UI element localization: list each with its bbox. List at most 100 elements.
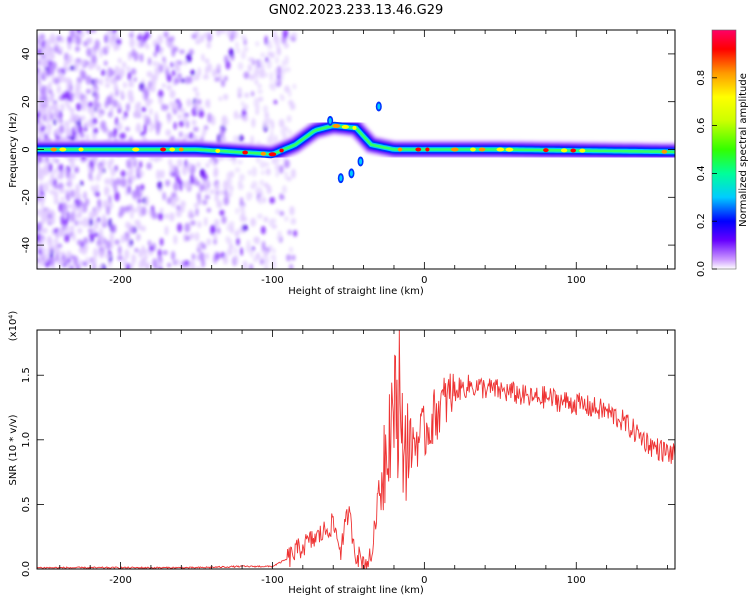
ridge-hotspot xyxy=(570,148,576,153)
heatmap-noise-cell xyxy=(225,118,229,126)
ridge-hotspot xyxy=(78,147,84,152)
heatmap-noise-cell xyxy=(270,119,275,130)
heatmap-noise-cell xyxy=(175,175,181,183)
heatmap-noise-cell xyxy=(284,85,290,93)
heatmap-noise-cell xyxy=(272,248,276,254)
heatmap-noise-cell xyxy=(253,236,260,244)
heatmap-noise-cell xyxy=(57,67,63,74)
heatmap-noise-cell xyxy=(202,199,208,206)
heatmap-noise-cell xyxy=(41,157,46,164)
heatmap-noise-cell xyxy=(203,32,209,38)
heatmap-noise-cell xyxy=(75,114,79,122)
heatmap-noise-cell xyxy=(74,46,81,52)
heatmap-noise-cell xyxy=(134,247,139,253)
heatmap-noise-cell xyxy=(162,250,169,256)
heatmap-noise-cell xyxy=(169,101,175,107)
heatmap-noise-cell xyxy=(59,46,64,52)
heatmap-noise-cell xyxy=(56,35,62,42)
heatmap-noise-cell xyxy=(164,104,169,110)
heatmap-noise-cell xyxy=(105,70,110,76)
heatmap-noise-cell xyxy=(46,123,53,131)
heatmap-noise-cell xyxy=(192,134,199,142)
heatmap-noise-cell xyxy=(189,232,195,240)
heatmap-noise-cell xyxy=(152,212,158,220)
heatmap-noise-cell xyxy=(140,39,144,48)
heatmap-noise-cell xyxy=(41,53,46,60)
heatmap-noise-cell xyxy=(48,162,53,173)
heatmap-noise-cell xyxy=(111,224,117,234)
heatmap-noise-cell xyxy=(47,237,53,248)
heatmap-noise-cell xyxy=(117,245,122,255)
heatmap-noise-cell xyxy=(177,114,182,120)
heatmap-noise-cell xyxy=(80,115,86,122)
heatmap-noise-cell xyxy=(192,87,198,92)
heatmap-noise-cell xyxy=(94,90,98,100)
heatmap-noise-cell xyxy=(222,254,229,265)
y-tick-label: 0 xyxy=(21,146,32,152)
heatmap-noise-cell xyxy=(110,36,115,47)
heatmap-noise-cell xyxy=(87,37,93,45)
heatmap-noise-cell xyxy=(158,89,164,99)
heatmap-noise-cell xyxy=(225,60,231,70)
heatmap-noise-cell xyxy=(98,265,104,269)
heatmap-noise-cell xyxy=(126,66,131,71)
heatmap-noise-cell xyxy=(104,34,108,44)
heatmap-noise-cell xyxy=(103,60,108,66)
heatmap-noise-cell xyxy=(64,97,69,107)
heatmap-noise-cell xyxy=(264,115,270,126)
heatmap-noise-cell xyxy=(263,256,270,265)
heatmap-noise-cell xyxy=(67,94,71,102)
heatmap-noise-cell xyxy=(125,126,130,132)
bottom-axes: -200 -100 0 100 0.0 0.5 1.0 1.5 xyxy=(21,330,675,586)
ridge-hotspot xyxy=(279,148,284,153)
heatmap-noise-cell xyxy=(120,177,127,188)
heatmap-noise-cell xyxy=(287,176,292,182)
heatmap-noise xyxy=(37,30,298,269)
heatmap-noise-cell xyxy=(247,169,252,176)
ridge-hotspot xyxy=(505,147,514,152)
ridge-hotspot xyxy=(341,124,349,129)
heatmap-noise-cell xyxy=(143,123,147,134)
heatmap-noise-cell xyxy=(108,131,113,139)
heatmap-noise-cell xyxy=(68,107,75,113)
ridge-hotspot xyxy=(478,147,486,152)
heatmap-noise-cell xyxy=(79,180,84,186)
heatmap-noise-cell xyxy=(213,168,218,178)
heatmap-noise-cell xyxy=(247,63,253,73)
colorbar-tick-label: 0.2 xyxy=(696,213,707,229)
heatmap-noise-cell xyxy=(274,78,279,84)
heatmap-noise-cell xyxy=(275,170,280,178)
heatmap-noise-cell xyxy=(37,43,42,50)
heatmap-noise-cell xyxy=(198,251,205,262)
heatmap-noise-cell xyxy=(263,249,269,258)
heatmap-noise-cell xyxy=(235,41,239,50)
heatmap-noise-cell xyxy=(181,78,185,84)
heatmap-noise-cell xyxy=(90,110,95,118)
heatmap-noise-cell xyxy=(145,195,149,206)
heatmap-noise-cell xyxy=(100,69,106,77)
heatmap-noise-cell xyxy=(37,221,43,231)
heatmap-noise-cell xyxy=(229,34,234,42)
heatmap-noise-cell xyxy=(180,107,186,113)
heatmap-noise-cell xyxy=(261,170,265,175)
heatmap-noise-cell xyxy=(128,32,134,38)
heatmap-noise-cell xyxy=(157,34,164,45)
x-tick-label: -100 xyxy=(261,575,284,586)
heatmap-noise-cell xyxy=(251,180,258,188)
heatmap-noise-cell xyxy=(82,237,89,245)
heatmap-noise-cell xyxy=(235,207,239,215)
heatmap-noise-cell xyxy=(53,198,59,205)
heatmap-noise-cell xyxy=(66,203,72,209)
heatmap-noise-cell xyxy=(208,158,213,165)
heatmap-noise-cell xyxy=(54,237,59,245)
x-tick-label: -200 xyxy=(109,275,132,286)
heatmap-noise-cell xyxy=(58,171,62,181)
heatmap-noise-cell xyxy=(237,182,244,191)
heatmap-noise-cell xyxy=(148,209,153,215)
heatmap-noise-cell xyxy=(138,161,143,169)
heatmap-noise-cell xyxy=(115,74,121,81)
heatmap-noise-cell xyxy=(98,163,104,174)
heatmap-noise-cell xyxy=(202,179,209,187)
heatmap-noise-cell xyxy=(196,266,201,269)
